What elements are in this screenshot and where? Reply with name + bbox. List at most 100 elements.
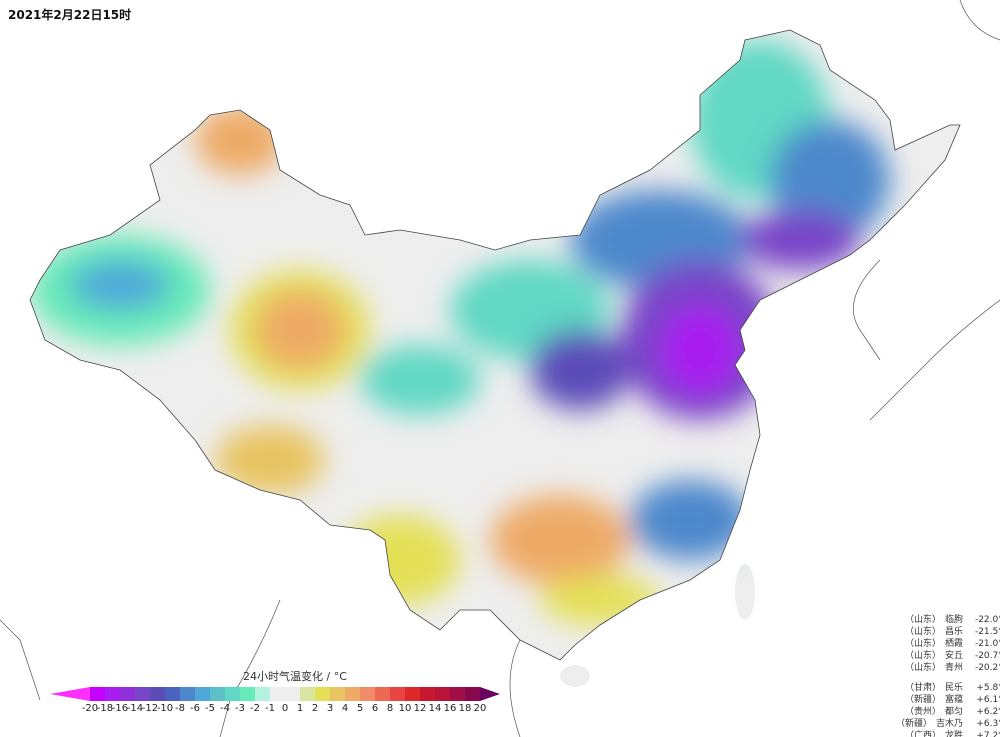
station-value: +5.8°C xyxy=(976,683,1000,693)
legend-swatch xyxy=(345,687,360,701)
legend-swatch xyxy=(405,687,420,701)
legend-swatch xyxy=(330,687,345,701)
legend-tick-label: 5 xyxy=(356,703,364,714)
station-row-warm: （新疆）吉木乃 +6.3°C xyxy=(896,718,1000,730)
station-province: （贵州） xyxy=(905,707,942,717)
station-province: （山东） xyxy=(905,663,942,673)
legend-swatch xyxy=(255,687,270,701)
legend-tick-label: 10 xyxy=(398,703,412,714)
station-value: +6.2°C xyxy=(976,707,1000,717)
legend-swatch xyxy=(390,687,405,701)
legend-tick-label: -5 xyxy=(205,703,215,714)
legend-tick-label: 3 xyxy=(326,703,334,714)
station-province: （山东） xyxy=(905,627,942,637)
legend-tick-label: -3 xyxy=(235,703,245,714)
station-row-cold: （山东）安丘 -20.7°C xyxy=(896,650,1000,662)
legend-swatch xyxy=(435,687,450,701)
legend-tick-label: 4 xyxy=(341,703,349,714)
color-legend: 24小时气温变化 / °C -20 -18 -16 -14 -12 -10 -8 -6 -5 -4… xyxy=(50,668,500,717)
legend-tick-label: -10 xyxy=(156,703,174,714)
station-province: （山东） xyxy=(905,651,942,661)
legend-swatch xyxy=(210,687,225,701)
station-province: （新疆） xyxy=(905,695,942,705)
station-province: （甘肃） xyxy=(905,683,942,693)
legend-swatch xyxy=(105,687,120,701)
legend-colorbar xyxy=(50,687,500,701)
legend-tick-label: 2 xyxy=(311,703,319,714)
legend-swatch xyxy=(315,687,330,701)
legend-tick-label: -20 xyxy=(81,703,99,714)
station-name: 临朐 xyxy=(945,615,964,625)
map-title: 2021年2月22日15时 xyxy=(8,8,132,22)
legend-swatch xyxy=(150,687,165,701)
legend-swatch xyxy=(165,687,180,701)
station-value: +7.2°C xyxy=(976,731,1000,737)
station-row-warm: （广西）龙胜 +7.2°C xyxy=(896,730,1000,737)
station-name: 昌乐 xyxy=(945,627,964,637)
legend-tick-label: -14 xyxy=(126,703,144,714)
legend-swatch xyxy=(180,687,195,701)
station-name: 都匀 xyxy=(945,707,964,717)
legend-tick-label: 16 xyxy=(443,703,457,714)
station-value: -21.0°C xyxy=(974,639,1000,649)
legend-tick-label: -6 xyxy=(190,703,200,714)
legend-swatch xyxy=(420,687,435,701)
legend-tick-label: 12 xyxy=(413,703,427,714)
legend-swatch xyxy=(195,687,210,701)
station-value: -22.0°C xyxy=(974,615,1000,625)
legend-tick-label: -1 xyxy=(265,703,275,714)
station-row-warm: （贵州）都匀 +6.2°C xyxy=(896,706,1000,718)
legend-swatch xyxy=(300,687,315,701)
legend-tick-label: -18 xyxy=(96,703,114,714)
legend-swatch xyxy=(270,687,285,701)
station-list: （山东）临朐-22.0°C（山东）昌乐-21.5°C（山东）栖霞-21.0°C（… xyxy=(896,614,1000,737)
legend-tick-label: -4 xyxy=(220,703,230,714)
station-name: 吉木乃 xyxy=(936,719,964,729)
legend-swatch xyxy=(375,687,390,701)
station-name: 龙胜 xyxy=(945,731,964,737)
station-province: （广西） xyxy=(905,731,942,737)
legend-swatch xyxy=(240,687,255,701)
legend-swatch xyxy=(120,687,135,701)
station-row-warm: （新疆）富蕴 +6.1°C xyxy=(896,694,1000,706)
legend-swatch xyxy=(465,687,480,701)
legend-swatch xyxy=(90,687,105,701)
legend-tick-label: 18 xyxy=(458,703,472,714)
legend-tick-label: 8 xyxy=(386,703,394,714)
station-row-cold: （山东）昌乐 -21.5°C xyxy=(896,626,1000,638)
legend-tick-label: -2 xyxy=(250,703,260,714)
legend-tick-label: -12 xyxy=(141,703,159,714)
legend-swatch xyxy=(225,687,240,701)
station-province: （山东） xyxy=(905,639,942,649)
station-name: 栖霞 xyxy=(945,639,964,649)
legend-title: 24小时气温变化 / °C xyxy=(243,670,347,683)
legend-high-arrow xyxy=(480,687,500,701)
station-row-warm: （甘肃）民乐 +5.8°C xyxy=(896,682,1000,694)
station-province: （山东） xyxy=(905,615,942,625)
station-value: -21.5°C xyxy=(974,627,1000,637)
station-value: +6.1°C xyxy=(976,695,1000,705)
legend-tick-label: 1 xyxy=(296,703,304,714)
legend-swatch xyxy=(135,687,150,701)
station-value: -20.2°C xyxy=(974,663,1000,673)
station-row-cold: （山东）栖霞 -21.0°C xyxy=(896,638,1000,650)
station-row-cold: （山东）临朐 -22.0°C xyxy=(896,614,1000,626)
legend-low-arrow xyxy=(50,687,90,701)
legend-tick-label: -8 xyxy=(175,703,185,714)
legend-swatch xyxy=(450,687,465,701)
station-name: 安丘 xyxy=(945,651,964,661)
legend-swatch xyxy=(285,687,300,701)
legend-tick-label: 6 xyxy=(371,703,379,714)
station-name: 富蕴 xyxy=(945,695,964,705)
legend-tick-label: 20 xyxy=(473,703,487,714)
legend-tick-label: -16 xyxy=(111,703,129,714)
station-name: 民乐 xyxy=(945,683,964,693)
station-value: -20.7°C xyxy=(974,651,1000,661)
station-value: +6.3°C xyxy=(976,719,1000,729)
station-name: 青州 xyxy=(945,663,964,673)
legend-swatch xyxy=(360,687,375,701)
station-province: （新疆） xyxy=(896,719,933,729)
